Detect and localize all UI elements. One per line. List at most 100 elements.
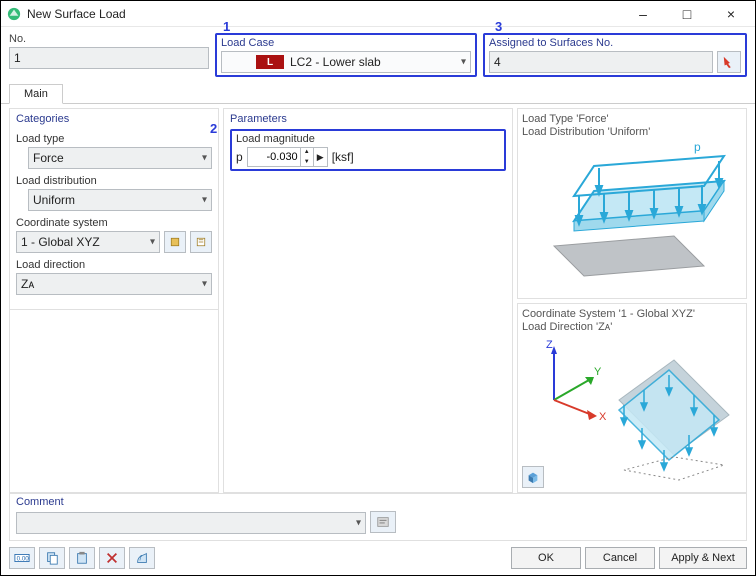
chevron-down-icon: ▾ xyxy=(150,237,155,248)
annotation-3: 3 xyxy=(495,19,502,34)
titlebar: New Surface Load – □ × xyxy=(1,1,755,27)
window-title: New Surface Load xyxy=(27,7,621,21)
loadcase-combobox[interactable]: L LC2 - Lower slab ▾ xyxy=(221,51,471,73)
coordinate-system-label: Coordinate system xyxy=(16,217,212,229)
no-column: No. 1 xyxy=(9,33,209,77)
loadcase-highlight-box: Load Case L LC2 - Lower slab ▾ xyxy=(215,33,477,77)
preview-settings-button[interactable] xyxy=(522,466,544,488)
loadcase-value: LC2 - Lower slab xyxy=(290,55,381,69)
assigned-label: Assigned to Surfaces No. xyxy=(489,37,741,49)
preview-load-line1: Load Type 'Force' xyxy=(522,113,742,126)
delete-icon xyxy=(105,551,119,565)
copy-icon xyxy=(45,551,59,565)
script-icon: f xyxy=(135,551,149,565)
tab-strip: Main xyxy=(1,79,755,103)
load-distribution-value: Uniform xyxy=(33,193,75,207)
toolbar-script-button[interactable]: f xyxy=(129,547,155,569)
load-magnitude-input[interactable] xyxy=(248,151,300,163)
cube-icon xyxy=(526,470,540,484)
parameters-title: Parameters xyxy=(224,109,512,127)
preview-column: Load Type 'Force' Load Distribution 'Uni… xyxy=(517,108,747,493)
preview-coord-box: Coordinate System '1 - Global XYZ' Load … xyxy=(517,303,747,494)
toolbar-units-button[interactable]: 0.00 xyxy=(9,547,35,569)
comment-label: Comment xyxy=(16,496,740,508)
cancel-button[interactable]: Cancel xyxy=(585,547,655,569)
pick-surfaces-button[interactable] xyxy=(717,51,741,73)
dialog-window: New Surface Load – □ × 1 3 No. 1 Load Ca… xyxy=(0,0,756,576)
p-unit: [ksf] xyxy=(332,150,354,164)
parameters-panel: 2 Parameters Load magnitude p ▲ ▼ ▶ xyxy=(223,108,513,493)
chevron-down-icon: ▾ xyxy=(202,279,207,290)
load-type-label: Load type xyxy=(16,133,212,145)
chevron-down-icon: ▾ xyxy=(202,153,207,164)
toolbar-paste-button[interactable] xyxy=(69,547,95,569)
preview-load-box: Load Type 'Force' Load Distribution 'Uni… xyxy=(517,108,747,299)
edit-icon xyxy=(169,236,181,248)
maximize-button[interactable]: □ xyxy=(665,1,709,27)
preview-load-svg: p xyxy=(524,126,744,296)
svg-text:Y: Y xyxy=(594,366,602,378)
assigned-highlight-box: Assigned to Surfaces No. 4 xyxy=(483,33,747,77)
note-icon xyxy=(376,515,390,529)
no-value: 1 xyxy=(14,51,21,65)
preview-p-label: p xyxy=(694,140,701,154)
preview-coord-svg: Z Y X xyxy=(524,320,744,490)
comment-combobox[interactable]: ▾ xyxy=(16,512,366,534)
load-direction-value: Zᴀ xyxy=(21,277,34,291)
load-type-value: Force xyxy=(33,151,64,165)
load-type-combobox[interactable]: Force ▾ xyxy=(28,147,212,169)
assigned-value: 4 xyxy=(494,55,501,69)
app-icon xyxy=(7,7,21,21)
ok-button[interactable]: OK xyxy=(511,547,581,569)
loadcase-swatch-icon: L xyxy=(256,55,284,69)
assigned-input[interactable]: 4 xyxy=(489,51,713,73)
picker-icon xyxy=(722,55,736,69)
toolbar-delete-button[interactable] xyxy=(99,547,125,569)
no-field[interactable]: 1 xyxy=(9,47,209,69)
load-magnitude-label: Load magnitude xyxy=(236,133,500,145)
comment-edit-button[interactable] xyxy=(370,511,396,533)
svg-text:0.00: 0.00 xyxy=(17,556,30,563)
p-symbol: p xyxy=(236,150,243,164)
categories-empty-area xyxy=(10,309,218,492)
loadcase-label: Load Case xyxy=(221,37,471,49)
spin-down-icon[interactable]: ▼ xyxy=(301,157,313,167)
coordinate-system-value: 1 - Global XYZ xyxy=(21,235,100,249)
spin-apply-button[interactable]: ▶ xyxy=(313,147,327,167)
comment-panel: Comment ▾ xyxy=(9,493,747,541)
load-distribution-combobox[interactable]: Uniform ▾ xyxy=(28,189,212,211)
chevron-down-icon: ▾ xyxy=(356,518,361,529)
body-grid: Categories Load type Force ▾ Load distri… xyxy=(1,104,755,493)
coordinate-system-edit-button[interactable] xyxy=(164,231,186,253)
annotation-2: 2 xyxy=(210,121,217,136)
footer-bar: 0.00 f OK Cancel Apply & Next xyxy=(1,541,755,575)
annotation-1: 1 xyxy=(223,19,230,34)
coordinate-system-new-button[interactable] xyxy=(190,231,212,253)
paste-icon xyxy=(75,551,89,565)
chevron-down-icon: ▾ xyxy=(461,57,466,68)
assigned-column: Assigned to Surfaces No. 4 xyxy=(483,33,747,77)
load-direction-label: Load direction xyxy=(16,259,212,271)
load-distribution-label: Load distribution xyxy=(16,175,212,187)
preview-coord-line1: Coordinate System '1 - Global XYZ' xyxy=(522,308,742,321)
spin-up-icon[interactable]: ▲ xyxy=(301,147,313,157)
spin-buttons[interactable]: ▲ ▼ xyxy=(300,147,313,167)
svg-text:X: X xyxy=(599,411,607,423)
no-label: No. xyxy=(9,33,209,45)
categories-title: Categories xyxy=(10,109,218,127)
header-row: 1 3 No. 1 Load Case L LC2 - Lower slab ▾… xyxy=(1,27,755,79)
load-direction-combobox[interactable]: Zᴀ ▾ xyxy=(16,273,212,295)
load-magnitude-highlight-box: Load magnitude p ▲ ▼ ▶ [ksf] xyxy=(230,129,506,171)
load-magnitude-spinbox[interactable]: ▲ ▼ ▶ xyxy=(247,147,328,167)
loadcase-column: Load Case L LC2 - Lower slab ▾ xyxy=(215,33,477,77)
tab-main[interactable]: Main xyxy=(9,84,63,104)
toolbar-copy-button[interactable] xyxy=(39,547,65,569)
apply-next-button[interactable]: Apply & Next xyxy=(659,547,747,569)
comment-row: Comment ▾ xyxy=(1,493,755,541)
coordinate-system-combobox[interactable]: 1 - Global XYZ ▾ xyxy=(16,231,160,253)
chevron-down-icon: ▾ xyxy=(202,195,207,206)
minimize-button[interactable]: – xyxy=(621,1,665,27)
svg-text:Z: Z xyxy=(546,339,553,351)
close-button[interactable]: × xyxy=(709,1,753,27)
units-icon: 0.00 xyxy=(14,551,30,565)
